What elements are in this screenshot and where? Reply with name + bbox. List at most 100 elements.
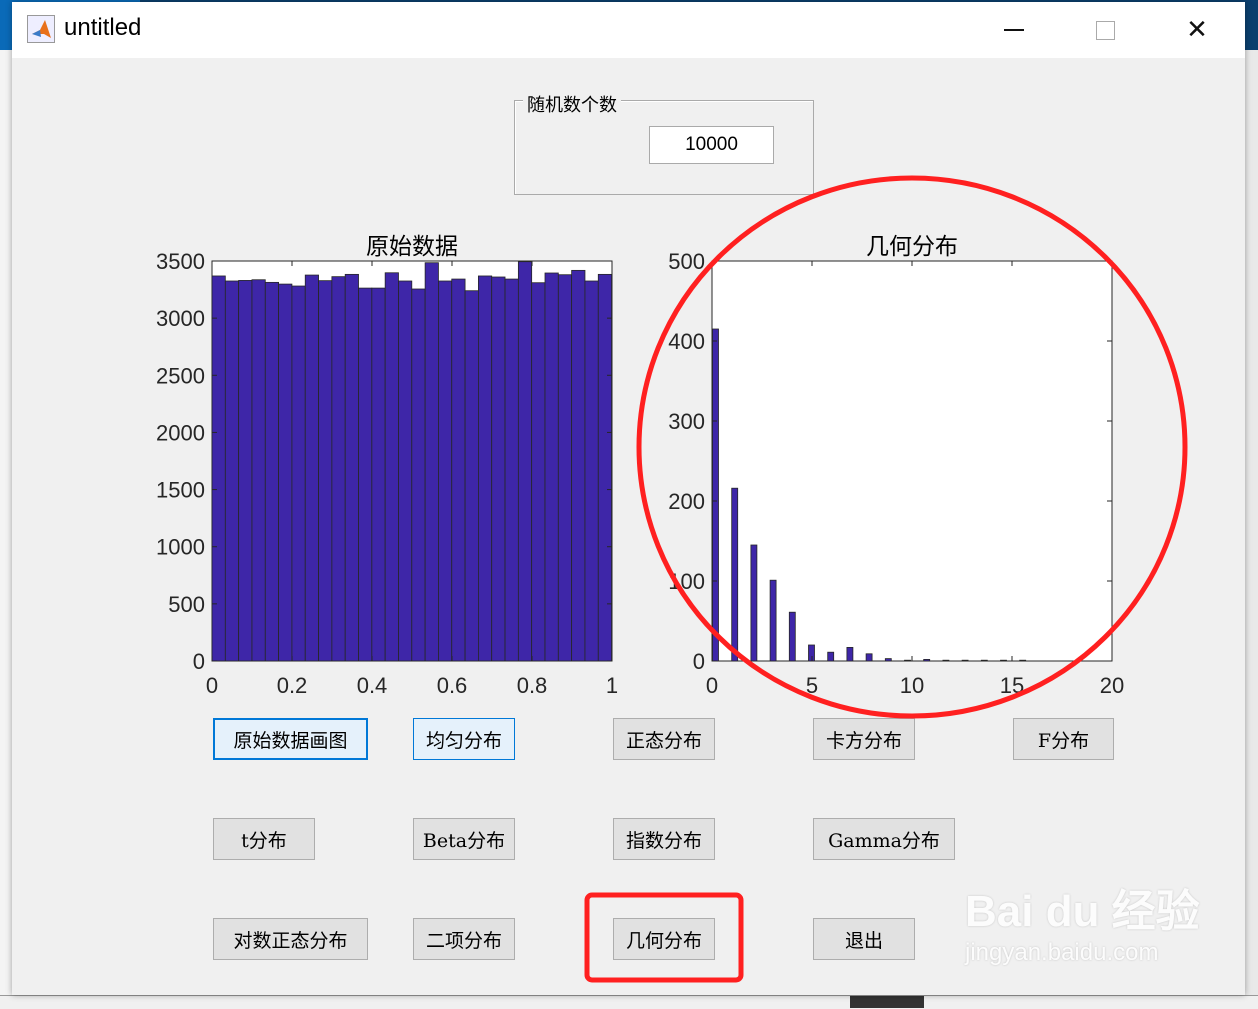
x-tick-label: 10 [900, 673, 924, 698]
watermark-url: jingyan.baidu.com [965, 939, 1159, 966]
button-2[interactable]: 正态分布 [613, 718, 715, 760]
histogram-bar [846, 647, 854, 662]
y-tick-label: 1000 [156, 535, 205, 560]
histogram-bar [384, 272, 399, 662]
histogram-bar [571, 269, 586, 662]
y-tick-label: 2500 [156, 363, 205, 388]
histogram-bar [750, 544, 758, 662]
close-button[interactable]: ✕ [1167, 2, 1227, 58]
button-6[interactable]: Beta分布 [413, 818, 515, 860]
y-tick-label: 0 [193, 649, 205, 674]
y-tick-label: 2000 [156, 420, 205, 445]
histogram-bar [504, 278, 519, 662]
histogram-bar [942, 659, 950, 662]
histogram-bar [424, 262, 439, 662]
y-tick-label: 1500 [156, 478, 205, 503]
x-tick-label: 0.4 [357, 673, 388, 698]
histogram-bar [865, 653, 873, 662]
button-3[interactable]: 卡方分布 [813, 718, 915, 760]
histogram-bar [904, 659, 911, 662]
histogram-bar [291, 285, 306, 662]
maximize-button[interactable] [1075, 2, 1135, 58]
y-tick-label: 100 [668, 569, 705, 594]
button-8[interactable]: Gamma分布 [813, 818, 955, 860]
histogram-bar [557, 274, 573, 662]
histogram-bar [358, 287, 373, 662]
x-tick-label: 0 [706, 673, 718, 698]
histogram-bar [278, 283, 293, 662]
histogram-bar [438, 280, 453, 662]
x-tick-label: 20 [1100, 673, 1124, 698]
histogram-bar [1019, 659, 1027, 662]
button-1[interactable]: 均匀分布 [413, 718, 515, 760]
x-tick-label: 0.6 [437, 673, 468, 698]
y-tick-label: 3500 [156, 249, 205, 274]
x-tick-label: 0.2 [277, 673, 308, 698]
histogram-bar [731, 487, 739, 662]
histogram-bar [827, 651, 835, 662]
panel-title: 随机数个数 [523, 91, 621, 117]
x-tick-label: 0.8 [517, 673, 548, 698]
x-tick-label: 0 [206, 673, 218, 698]
histogram-bar [344, 273, 359, 662]
matlab-icon [27, 15, 55, 43]
button-11[interactable]: 几何分布 [613, 918, 715, 960]
histogram-bar [712, 328, 719, 662]
close-icon: ✕ [1186, 15, 1208, 45]
y-tick-label: 200 [668, 489, 705, 514]
random-count-panel: 随机数个数 10000 [514, 91, 814, 195]
histogram-bar [531, 282, 546, 662]
histogram-bar [451, 278, 466, 662]
histogram-bar [517, 261, 533, 662]
button-5[interactable]: t分布 [213, 818, 315, 860]
histogram-bar [264, 281, 279, 662]
x-tick-label: 15 [1000, 673, 1024, 698]
left-chart-title: 原始数据 [366, 234, 458, 260]
button-4[interactable]: F分布 [1013, 718, 1114, 760]
y-tick-label: 500 [168, 592, 205, 617]
y-tick-label: 3000 [156, 306, 205, 331]
histogram-bar [980, 659, 988, 662]
watermark-brand: Bai du 经验 [965, 887, 1200, 936]
histogram-bar [304, 274, 319, 662]
histogram-bar [238, 280, 253, 662]
minimize-button[interactable] [984, 2, 1044, 58]
button-12[interactable]: 退出 [813, 918, 915, 960]
histogram-bar [331, 276, 346, 662]
button-7[interactable]: 指数分布 [613, 818, 715, 860]
x-tick-label: 5 [806, 673, 818, 698]
random-count-input[interactable]: 10000 [649, 126, 774, 164]
histogram-bar [788, 611, 796, 662]
minimize-icon [1004, 29, 1024, 31]
background-block [850, 996, 924, 1008]
y-tick-label: 0 [693, 649, 705, 674]
histogram-bar [371, 287, 386, 662]
histogram-bar [398, 280, 413, 662]
window-title: untitled [64, 14, 142, 41]
button-9[interactable]: 对数正态分布 [213, 918, 368, 960]
histogram-bar [224, 280, 240, 662]
button-0[interactable]: 原始数据画图 [213, 718, 368, 760]
y-tick-label: 400 [668, 329, 705, 354]
histogram-bar [491, 276, 506, 662]
y-tick-label: 500 [668, 249, 705, 274]
histogram-bar [477, 275, 493, 662]
title-bar[interactable]: untitled ✕ [12, 2, 1245, 58]
background-taskbar [0, 995, 1258, 1009]
histogram-bar [411, 288, 426, 662]
maximize-icon [1095, 20, 1115, 40]
button-10[interactable]: 二项分布 [413, 918, 515, 960]
histogram-bar [318, 280, 333, 662]
x-tick-label: 1 [606, 673, 618, 698]
y-tick-label: 300 [668, 409, 705, 434]
histogram-bar [1000, 659, 1007, 662]
histogram-bar [464, 290, 479, 662]
baidu-watermark: Bai du 经验 jingyan.baidu.com [965, 875, 1200, 967]
histogram-bar [584, 280, 599, 662]
histogram-bar [251, 279, 266, 662]
histogram-bar [544, 272, 559, 662]
histogram-bar [211, 275, 226, 662]
histogram-bar [884, 658, 892, 662]
histogram-bar [769, 579, 777, 662]
histogram-bar [923, 659, 931, 662]
